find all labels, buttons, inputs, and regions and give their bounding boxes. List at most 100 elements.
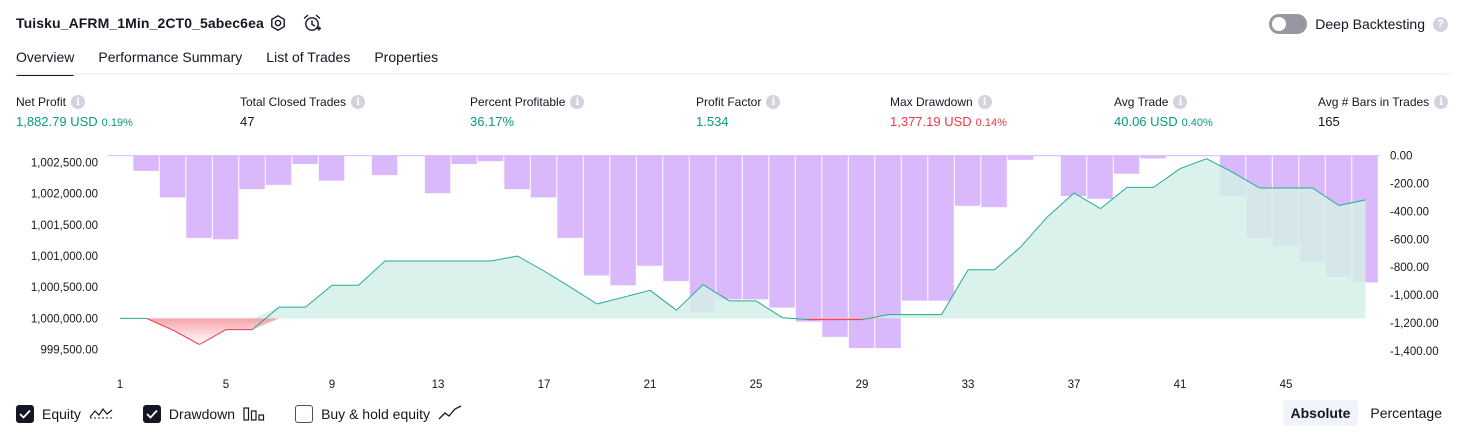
drawdown-bar <box>186 155 212 238</box>
drawdown-bar <box>583 155 610 276</box>
tabs-divider <box>16 73 1450 75</box>
drawdown-bar <box>1007 155 1034 160</box>
metric-label: Profit Factor <box>696 95 762 109</box>
drawdown-bar <box>477 155 504 162</box>
chart-legend: Equity Drawdown Buy & hold equity <box>16 403 492 425</box>
metric-value: 165 <box>1318 114 1340 129</box>
equity-line-segment <box>543 270 571 288</box>
value-mode-toggle: Absolute Percentage <box>1282 400 1451 426</box>
left-axis-tick-label: 1,000,000.00 <box>31 313 98 325</box>
info-icon[interactable]: i <box>570 95 585 109</box>
metric-label: Total Closed Trades <box>240 95 347 109</box>
info-icon[interactable]: i <box>351 95 366 109</box>
equity-line-segment <box>941 269 969 315</box>
metric-value: 1,882.79 USD <box>16 114 98 129</box>
metric-profit-factor: Profit Factor i 1.534 <box>696 94 781 129</box>
tab-list-of-trades[interactable]: List of Trades <box>266 49 351 65</box>
equity-line-segment <box>358 260 386 286</box>
left-axis-tick-label: 1,002,500.00 <box>31 158 98 170</box>
equity-line-segment <box>1338 199 1366 206</box>
right-axis-tick-label: 0.00 <box>1390 151 1412 163</box>
report-tabs: Overview Performance Summary List of Tra… <box>16 48 438 76</box>
drawdown-bar <box>636 155 663 266</box>
metric-label: Avg # Bars in Trades <box>1318 95 1430 109</box>
equity-line-segment <box>146 317 174 331</box>
right-axis-tick-label: -1,000.00 <box>1390 290 1439 302</box>
toggle-knob <box>1272 17 1287 31</box>
alarm-clock-plus-icon[interactable] <box>302 13 322 33</box>
equity-line-segment <box>782 317 810 321</box>
tab-performance-summary[interactable]: Performance Summary <box>98 49 243 65</box>
drawdown-bar <box>795 155 822 322</box>
metric-value: 47 <box>240 114 255 129</box>
drawdown-bar <box>504 155 530 190</box>
metric-percent: 0.19% <box>101 117 133 129</box>
settings-gear-icon[interactable] <box>268 13 288 33</box>
drawdown-bar <box>928 155 954 301</box>
legend-drawdown[interactable]: Drawdown <box>142 405 265 424</box>
equity-line-segment <box>172 329 200 345</box>
drawdown-bar <box>424 155 451 194</box>
right-axis-tick-label: -400.00 <box>1390 206 1429 218</box>
x-axis-tick-label: 41 <box>1174 379 1187 391</box>
metric-label: Net Profit <box>16 95 67 109</box>
drawdown-checkbox[interactable] <box>142 405 161 423</box>
legend-buy-hold-equity[interactable]: Buy & hold equity <box>295 404 462 424</box>
legend-equity[interactable]: Equity <box>16 405 113 424</box>
equity-line-segment <box>702 284 730 302</box>
right-axis-tick-label: -600.00 <box>1390 234 1429 246</box>
drawdown-bar <box>848 155 875 349</box>
tab-properties[interactable]: Properties <box>374 49 439 65</box>
info-icon[interactable]: i <box>1173 95 1188 109</box>
right-axis-tick-label: -1,200.00 <box>1390 318 1439 330</box>
equity-line-segment <box>1179 158 1207 170</box>
legend-label: Equity <box>42 406 81 422</box>
x-axis-tick-label: 37 <box>1068 379 1081 391</box>
drawdown-bar <box>663 155 689 282</box>
drawdown-bar <box>1140 155 1166 159</box>
drawdown-bars-icon <box>243 405 265 424</box>
x-axis-tick-label: 45 <box>1280 379 1293 391</box>
metric-value: 1.534 <box>696 114 729 129</box>
percentage-button[interactable]: Percentage <box>1370 405 1442 421</box>
drawdown-bar <box>742 155 769 300</box>
info-icon[interactable]: i <box>71 95 86 109</box>
equity-checkbox[interactable] <box>16 405 34 423</box>
buy-hold-line-icon <box>438 404 462 424</box>
equity-line-segment <box>1047 192 1075 218</box>
equity-positive-area <box>120 158 1366 319</box>
info-icon[interactable]: i <box>766 95 781 109</box>
drawdown-bar <box>239 155 265 190</box>
left-axis-tick-label: 1,002,000.00 <box>31 189 98 201</box>
metric-total-closed-trades: Total Closed Trades i 47 <box>240 94 366 129</box>
equity-line-segment <box>1073 192 1101 210</box>
metric-net-profit: Net Profit i 1,882.79 USD 0.19% <box>16 94 133 129</box>
equity-line-segment <box>252 306 280 330</box>
drawdown-bar <box>981 155 1007 208</box>
drawdown-bar <box>901 155 928 301</box>
equity-line-segment <box>994 246 1022 271</box>
metric-percent: 0.40% <box>1181 117 1213 129</box>
x-axis-tick-label: 9 <box>329 379 335 391</box>
right-axis-tick-label: -200.00 <box>1390 179 1429 191</box>
drawdown-bar <box>451 155 477 164</box>
drawdown-bar <box>769 155 795 308</box>
equity-line-segment <box>1020 216 1048 247</box>
left-axis-tick-label: 1,001,000.00 <box>31 251 98 263</box>
x-axis-tick-label: 17 <box>538 379 551 391</box>
help-icon[interactable]: ? <box>1433 16 1448 32</box>
equity-line-segment <box>1232 171 1260 189</box>
drawdown-bar <box>1060 155 1087 196</box>
deep-backtesting-toggle[interactable] <box>1269 14 1308 34</box>
tab-overview[interactable]: Overview <box>16 48 75 76</box>
metric-avg-bars-in-trades: Avg # Bars in Trades i 165 <box>1318 94 1449 129</box>
info-icon[interactable]: i <box>1434 95 1449 109</box>
metric-avg-trade: Avg Trade i 40.06 USD 0.40% <box>1114 94 1213 129</box>
equity-line-segment <box>490 255 518 262</box>
equity-line-segment <box>649 289 677 311</box>
drawdown-bar <box>716 155 742 300</box>
info-icon[interactable]: i <box>977 95 992 109</box>
absolute-button[interactable]: Absolute <box>1282 400 1359 426</box>
buy-hold-checkbox[interactable] <box>295 405 314 423</box>
equity-drawdown-chart[interactable]: 1,002,500.00 1,002,000.00 1,001,500.00 1,00… <box>0 140 1466 392</box>
